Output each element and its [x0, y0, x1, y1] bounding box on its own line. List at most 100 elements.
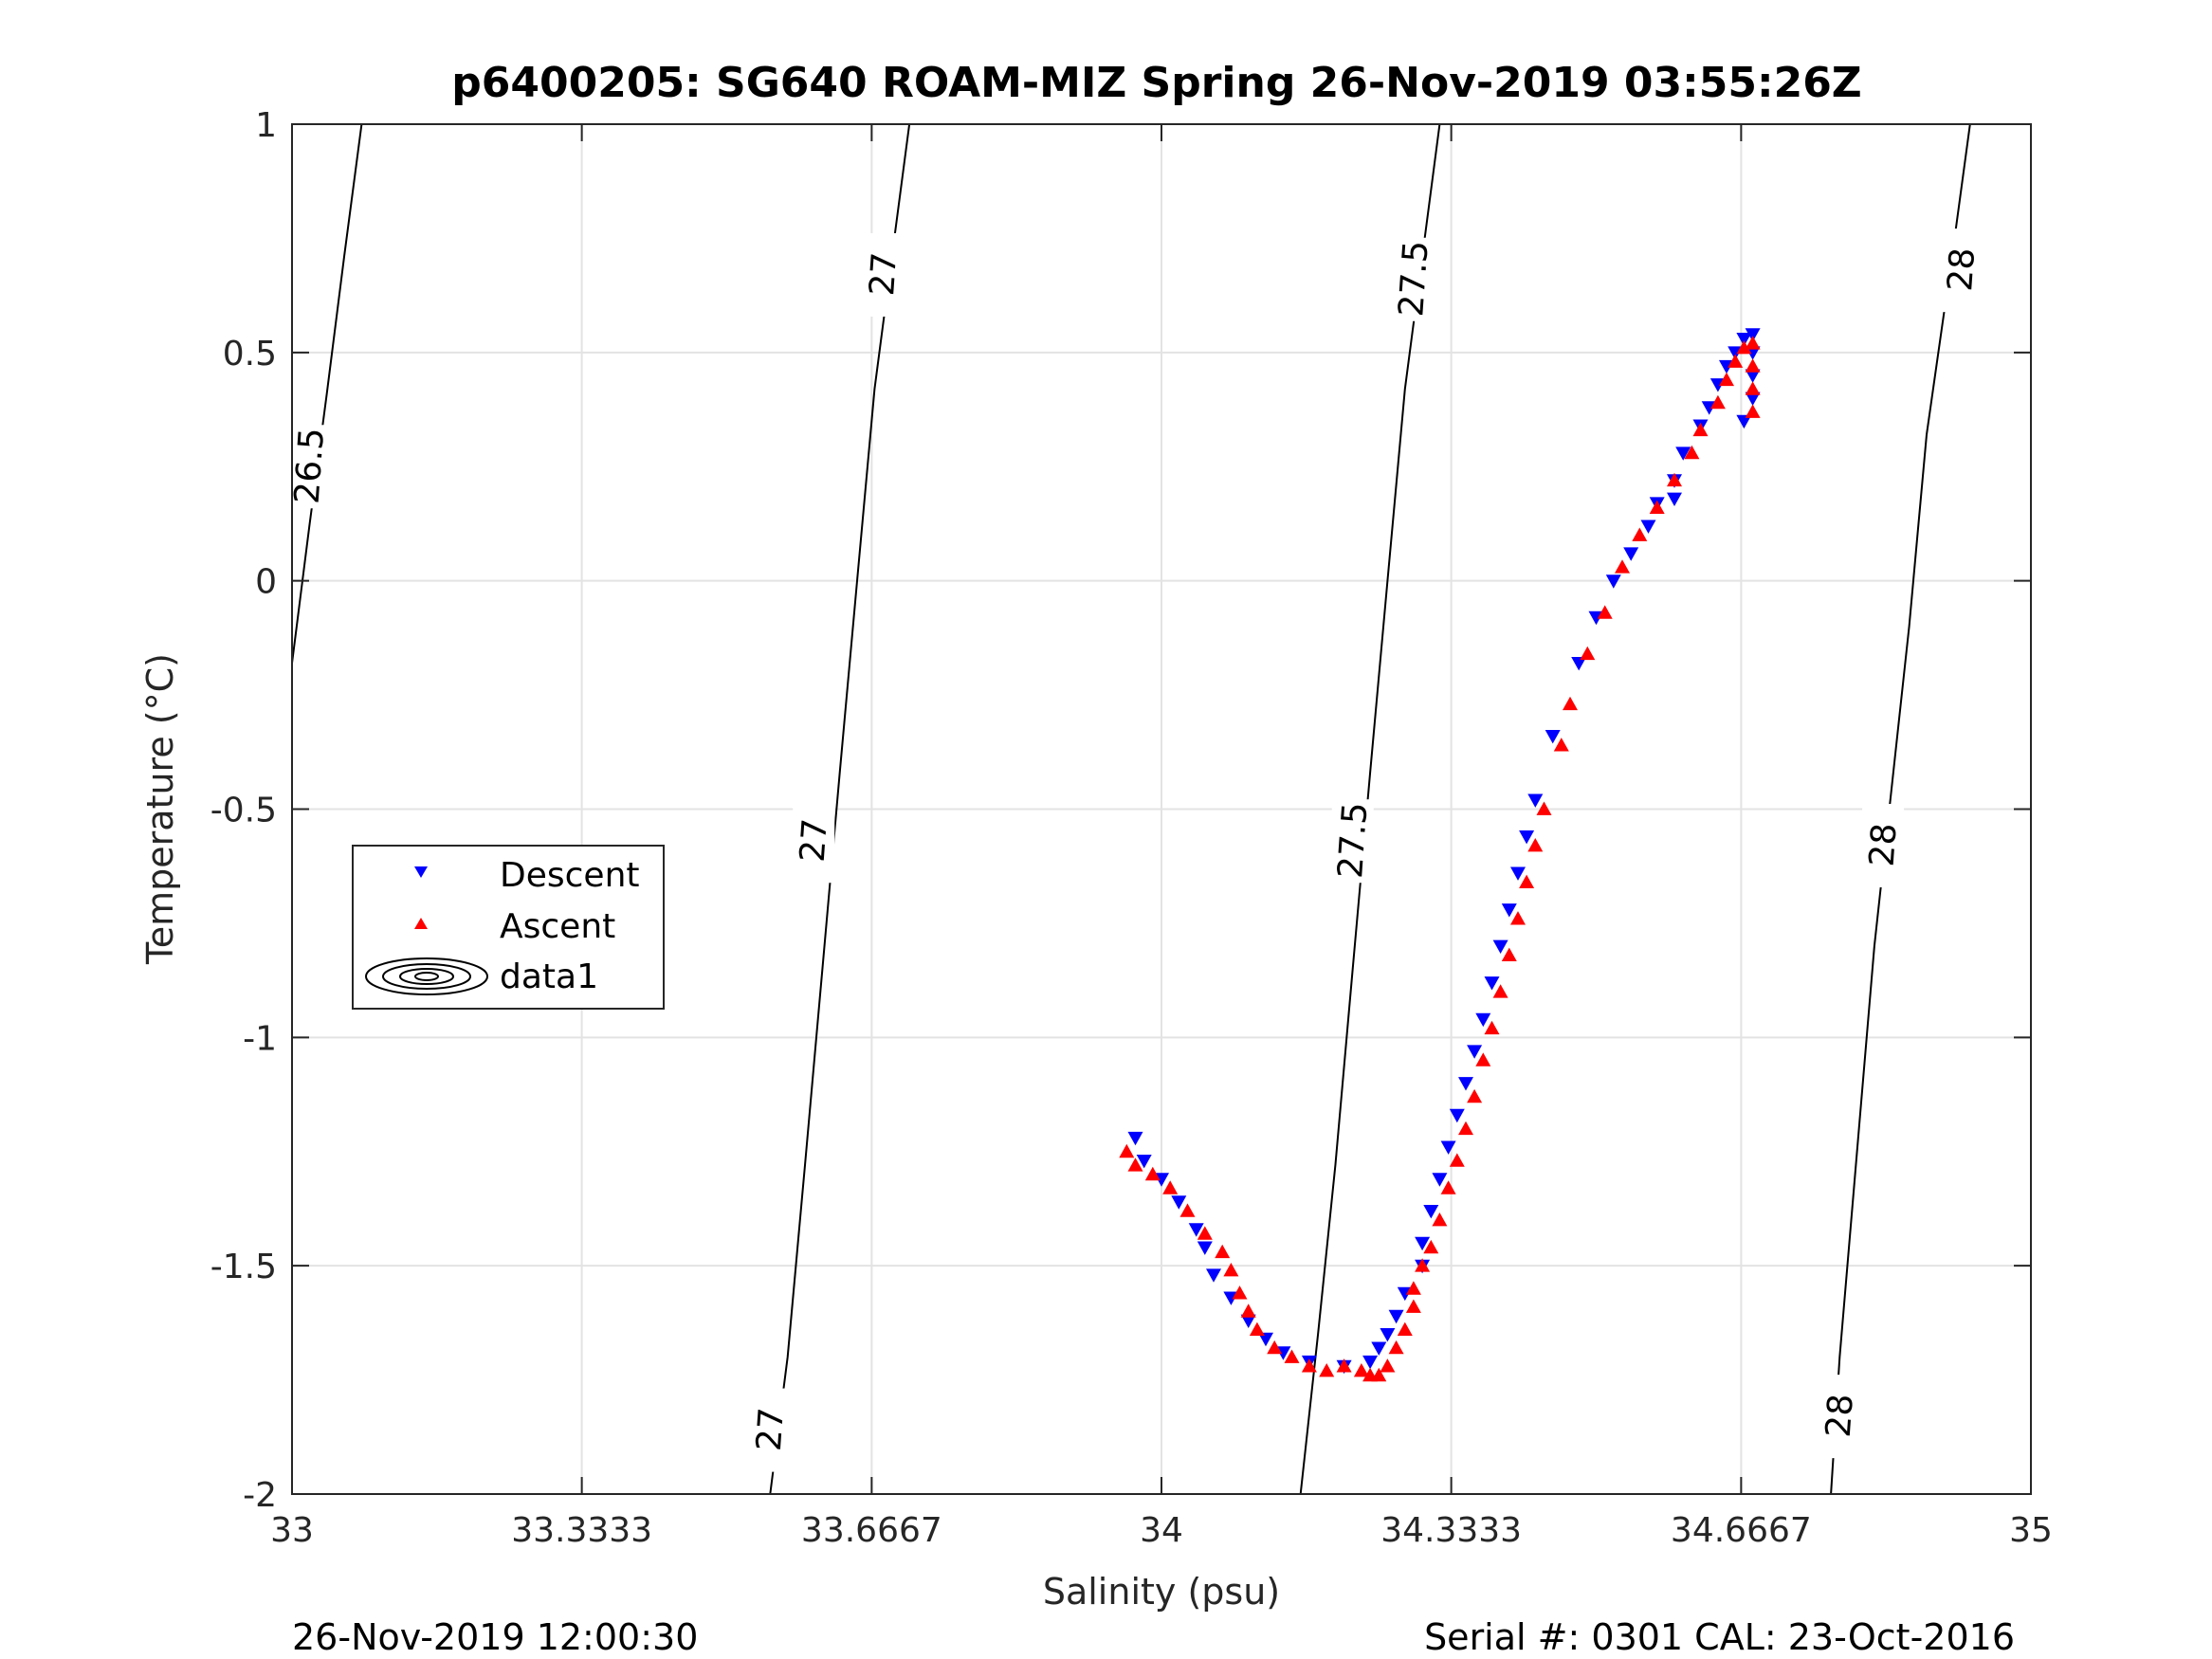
contour-label-bg — [862, 232, 905, 317]
descent-point — [1475, 1012, 1491, 1028]
legend-descent-marker — [414, 866, 428, 878]
ascent-point — [1692, 422, 1709, 437]
data-series — [1119, 328, 1761, 1382]
contour-label-bg — [793, 799, 835, 884]
contour-label: 26.5 — [288, 427, 332, 505]
legend-data1-label: data1 — [500, 957, 598, 996]
ascent-point — [1380, 1358, 1396, 1373]
descent-point — [1380, 1328, 1396, 1342]
contour-label-bg — [1392, 237, 1435, 321]
descent-point — [1423, 1205, 1439, 1219]
descent-point — [1545, 730, 1561, 744]
descent-point — [1240, 1314, 1256, 1328]
density-contours: 26.5 27 27 27 27.5 27.5 28 28 28 — [288, 123, 1983, 1495]
descent-point — [1371, 1341, 1387, 1356]
contour-label-bg — [1862, 804, 1905, 888]
ascent-point — [1736, 340, 1752, 355]
descent-point — [1258, 1332, 1273, 1347]
series-ascent — [1119, 336, 1761, 1382]
y-tick-label: 0.5 — [223, 335, 277, 374]
ascent-point — [1336, 1358, 1352, 1373]
descent-point — [1527, 793, 1544, 808]
ascent-point — [1119, 1143, 1135, 1158]
descent-point — [1623, 547, 1639, 561]
contour-label-bg — [1819, 1375, 1861, 1459]
ascent-point — [1319, 1363, 1335, 1377]
descent-point — [1667, 492, 1682, 506]
descent-point — [1206, 1268, 1221, 1283]
descent-point — [1415, 1236, 1431, 1251]
ascent-point — [1597, 605, 1613, 619]
ascent-point — [1458, 1121, 1473, 1136]
x-tick-label: 35 — [2009, 1511, 2053, 1550]
ascent-point — [1536, 801, 1552, 815]
descent-point — [1640, 520, 1656, 534]
ascent-point — [1388, 1340, 1404, 1355]
ascent-point — [1127, 1158, 1143, 1172]
descent-point — [1467, 1045, 1483, 1059]
ascent-point — [1432, 1212, 1448, 1227]
descent-point — [1675, 447, 1691, 461]
ascent-point — [1284, 1349, 1300, 1363]
descent-point — [1519, 830, 1535, 845]
density-contour-line — [1830, 123, 1971, 1495]
legend-descent-label: Descent — [500, 856, 640, 895]
ascent-point — [1162, 1180, 1179, 1194]
descent-point — [1362, 1355, 1379, 1370]
chart-title: p6400205: SG640 ROAM-MIZ Spring 26-Nov-2… — [451, 59, 1861, 107]
ascent-point — [1745, 404, 1761, 418]
descent-point — [1745, 369, 1761, 383]
ascent-point — [1405, 1299, 1421, 1313]
y-axis-label: Temperature (°C) — [139, 653, 181, 965]
ascent-point — [1580, 646, 1596, 661]
ascent-point — [1440, 1180, 1456, 1194]
ascent-point — [1215, 1244, 1231, 1259]
descent-point — [1458, 1077, 1473, 1091]
y-tick-label: 1 — [255, 106, 277, 145]
x-tick-label: 33 — [270, 1511, 314, 1550]
legend-contour-icon — [365, 957, 488, 995]
contour-label-bg — [1940, 228, 1983, 313]
contour-label: 27 — [750, 1406, 792, 1452]
x-tick-label: 33.3333 — [511, 1511, 652, 1550]
x-tick-label: 34.3333 — [1380, 1511, 1522, 1550]
ascent-point — [1197, 1226, 1213, 1240]
descent-point — [1197, 1241, 1213, 1255]
descent-point — [1571, 657, 1587, 671]
x-axis-label: Salinity (psu) — [1043, 1571, 1280, 1613]
contour-label: 28 — [1863, 822, 1905, 868]
ascent-point — [1397, 1322, 1413, 1336]
descent-point — [1171, 1195, 1187, 1210]
descent-point — [1440, 1140, 1456, 1155]
ascent-point — [1728, 354, 1744, 368]
ascent-point — [1144, 1166, 1161, 1181]
ascent-point — [1405, 1281, 1421, 1295]
y-tick-label: -1.5 — [210, 1248, 277, 1286]
descent-point — [1449, 1108, 1465, 1123]
descent-point — [1127, 1131, 1143, 1146]
ascent-point — [1527, 838, 1544, 852]
y-tick-label: -1 — [243, 1019, 277, 1058]
ascent-point — [1267, 1340, 1283, 1355]
descent-point — [1736, 333, 1752, 347]
x-axis-ticks: 33 33.3333 33.6667 34 34.3333 34.6667 35 — [270, 124, 2053, 1550]
footer-serial-cal: Serial #: 0301 CAL: 23-Oct-2016 — [1424, 1616, 2015, 1658]
ascent-point — [1745, 336, 1761, 350]
ascent-point — [1484, 1020, 1500, 1035]
descent-point — [1605, 574, 1621, 589]
ascent-point — [1353, 1363, 1369, 1377]
x-tick-label: 33.6667 — [801, 1511, 942, 1550]
legend-ascent-marker — [414, 918, 428, 929]
ascent-point — [1423, 1239, 1439, 1254]
ascent-point — [1553, 738, 1569, 752]
ascent-point — [1467, 1088, 1483, 1103]
ascent-point — [1415, 1258, 1431, 1272]
ascent-point — [1475, 1052, 1491, 1066]
contour-label: 27.5 — [1331, 801, 1375, 880]
x-tick-label: 34 — [1140, 1511, 1183, 1550]
legend: Descent Ascent data1 — [352, 845, 665, 1010]
ascent-point — [1684, 445, 1700, 460]
contour-label-bg — [749, 1388, 792, 1472]
ascent-point — [1519, 874, 1535, 888]
